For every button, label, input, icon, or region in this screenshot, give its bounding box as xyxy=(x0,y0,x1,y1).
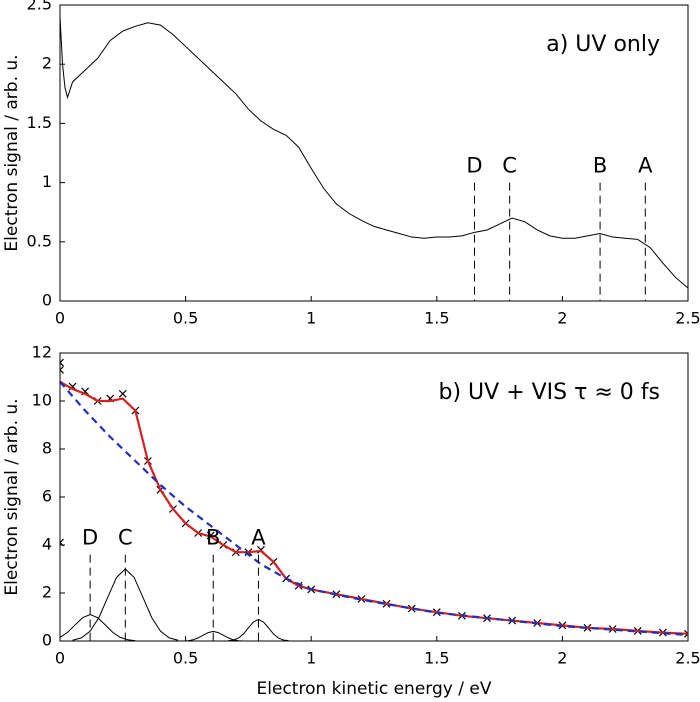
y-tick-label: 2 xyxy=(42,54,52,73)
y-tick-label: 10 xyxy=(32,391,52,410)
y-tick-label: 2.5 xyxy=(27,0,52,14)
data-marker xyxy=(118,389,127,398)
peak-label: C xyxy=(118,526,133,550)
x-tick-label: 2 xyxy=(557,309,567,328)
x-tick-label: 2 xyxy=(557,649,567,668)
y-tick-label: 0 xyxy=(42,291,52,310)
x-tick-label: 1 xyxy=(306,309,316,328)
x-tick-label: 1.5 xyxy=(424,649,449,668)
x-tick-label: 2.5 xyxy=(675,649,700,668)
x-tick-label: 1.5 xyxy=(424,309,449,328)
plot-area xyxy=(60,5,688,301)
x-tick-label: 0.5 xyxy=(173,309,198,328)
series-line xyxy=(60,381,688,637)
peak-label: C xyxy=(502,154,517,178)
series-line xyxy=(228,618,289,641)
axes-box xyxy=(59,352,689,642)
x-tick-label: 0 xyxy=(55,649,65,668)
panel-title: a) UV only xyxy=(546,32,660,57)
peak-label: A xyxy=(251,526,266,550)
peak-label: B xyxy=(593,154,607,178)
y-axis-label: Electron signal / arb. u. xyxy=(2,54,22,251)
series-line xyxy=(60,614,136,641)
y-tick-label: 2 xyxy=(42,583,52,602)
y-axis-label: Electron signal / arb. u. xyxy=(2,398,22,595)
data-marker xyxy=(60,365,64,374)
x-tick-label: 1 xyxy=(306,649,316,668)
x-axis-label: Electron kinetic energy / eV xyxy=(257,679,492,699)
y-tick-label: 4 xyxy=(42,535,52,554)
y-tick-label: 6 xyxy=(42,487,52,506)
plot xyxy=(60,16,688,289)
data-marker xyxy=(60,538,64,547)
peak-label: D xyxy=(466,154,482,178)
x-tick-label: 0 xyxy=(55,309,65,328)
series-line xyxy=(60,16,688,289)
peak-label: D xyxy=(82,526,98,550)
y-tick-label: 8 xyxy=(42,439,52,458)
series-line xyxy=(60,380,688,635)
y-tick-label: 0.5 xyxy=(27,231,52,250)
panel-title: b) UV + VIS τ ≈ 0 fs xyxy=(439,380,660,405)
axes-box xyxy=(59,4,689,302)
plot xyxy=(60,358,688,641)
x-tick-label: 0.5 xyxy=(173,649,198,668)
peak-label: A xyxy=(638,154,653,178)
y-tick-label: 0 xyxy=(42,631,52,650)
peak-label: B xyxy=(206,526,220,550)
y-tick-label: 1 xyxy=(42,172,52,191)
data-marker xyxy=(60,358,64,367)
y-tick-label: 12 xyxy=(32,343,52,362)
x-tick-label: 2.5 xyxy=(675,309,700,328)
y-tick-label: 1.5 xyxy=(27,113,52,132)
data-marker xyxy=(684,629,688,638)
